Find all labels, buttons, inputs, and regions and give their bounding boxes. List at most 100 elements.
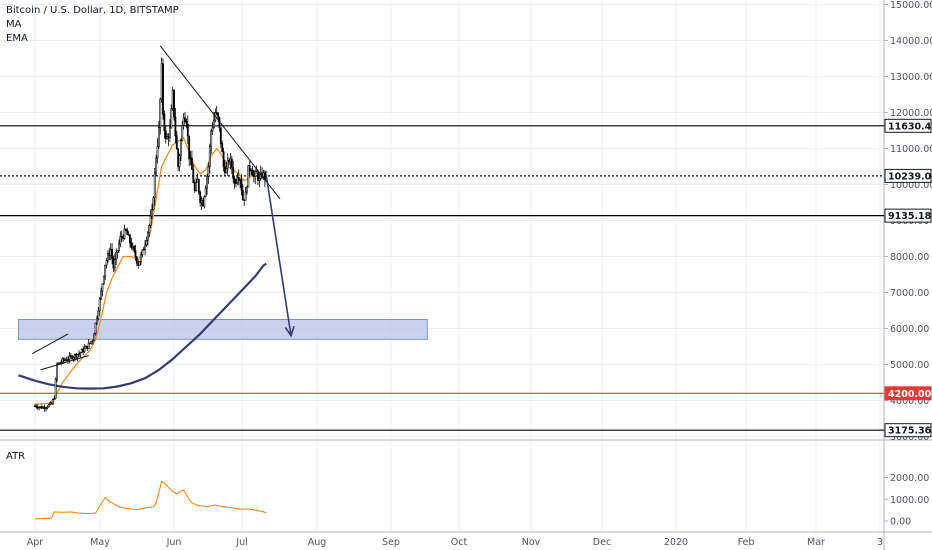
- candle: [123, 224, 126, 240]
- level-label-box: [884, 168, 932, 183]
- candle-body: [178, 155, 181, 168]
- candle-body: [91, 340, 94, 342]
- candle-body: [93, 333, 96, 341]
- candle: [225, 161, 228, 174]
- candle: [215, 105, 218, 116]
- candle-body: [68, 355, 71, 360]
- candle: [171, 86, 174, 112]
- candle-body: [54, 378, 57, 399]
- candle: [108, 247, 111, 261]
- candle: [56, 362, 58, 383]
- candle-body: [145, 240, 148, 246]
- candle-body: [211, 127, 214, 132]
- candle: [76, 354, 79, 362]
- candle-body: [248, 165, 251, 172]
- candle-body: [181, 124, 184, 141]
- time-tick-label: Dec: [593, 537, 611, 548]
- candle: [149, 209, 152, 229]
- candle-body: [144, 244, 147, 250]
- candle-body: [208, 146, 211, 168]
- time-tick-label: Apr: [27, 537, 44, 548]
- candle-body: [239, 179, 241, 181]
- price-tick-label: 11000.00: [890, 144, 932, 155]
- candle: [105, 258, 108, 269]
- horizontal-levels-layer: [0, 125, 884, 431]
- support-zone: [17, 319, 428, 340]
- candle: [226, 153, 229, 177]
- candle: [175, 130, 178, 150]
- candle: [69, 353, 72, 359]
- candle-body: [43, 407, 46, 409]
- candle: [162, 58, 164, 120]
- candle: [151, 203, 153, 220]
- candle-body: [152, 197, 155, 210]
- candle: [138, 261, 141, 266]
- candle: [243, 199, 246, 207]
- candle-body: [236, 177, 239, 184]
- price-axis[interactable]: 3000.00 4000.00 5000.00 6000.00 7000.00 8000.…: [884, 0, 932, 443]
- time-tick-label: Jun: [166, 537, 182, 548]
- candle: [202, 197, 204, 207]
- candle: [74, 353, 76, 362]
- candle: [203, 195, 206, 209]
- candle: [250, 167, 253, 175]
- candle: [137, 260, 140, 269]
- candle-body: [82, 349, 85, 353]
- candle: [257, 169, 259, 185]
- candle-body: [203, 196, 206, 207]
- candle: [122, 234, 124, 242]
- candle: [219, 127, 222, 148]
- level-label-box: [884, 423, 932, 438]
- symbol-title[interactable]: Bitcoin / U.S. Dollar, 1D, BITSTAMP: [6, 5, 179, 16]
- candle: [109, 243, 112, 261]
- time-tick-label: Oct: [451, 537, 468, 548]
- price-tick-label: 10000.00: [890, 180, 932, 191]
- price-tick-label: 5000.00: [890, 360, 929, 371]
- candle-body: [140, 254, 142, 262]
- candle: [240, 173, 243, 196]
- candle-body: [49, 402, 52, 406]
- candle-body: [38, 406, 41, 409]
- candle: [232, 160, 235, 184]
- candle-body: [244, 191, 247, 201]
- candle: [244, 186, 247, 201]
- candle-body: [141, 249, 144, 256]
- candle: [180, 138, 182, 162]
- candle: [120, 230, 123, 243]
- candle: [173, 89, 175, 121]
- candle: [45, 406, 47, 412]
- candle: [148, 223, 151, 238]
- candle-body: [72, 357, 75, 360]
- candle: [83, 344, 86, 353]
- candle: [131, 242, 134, 251]
- level-label-4: 3175.36: [888, 426, 932, 437]
- series-ma-line: [18, 262, 267, 390]
- candle-body: [71, 355, 74, 360]
- candle: [38, 406, 41, 411]
- legend-ema[interactable]: EMA: [6, 33, 28, 44]
- legend-ma[interactable]: MA: [6, 19, 22, 30]
- candle-body: [200, 200, 203, 204]
- candle-body: [138, 261, 141, 266]
- candle-body: [171, 89, 174, 109]
- candle: [35, 404, 38, 409]
- candle: [126, 227, 129, 235]
- candle: [39, 406, 42, 409]
- candle: [200, 196, 203, 211]
- candle-body: [39, 406, 42, 408]
- candle: [185, 118, 188, 129]
- time-tick-label: Mar: [807, 537, 825, 548]
- price-tick-label: 4000.00: [890, 396, 929, 407]
- atr-label[interactable]: ATR: [6, 451, 26, 462]
- candle-body: [217, 112, 219, 118]
- candle-body: [175, 135, 178, 150]
- time-axis[interactable]: Apr May Jun Jul Aug Sep Oct Nov Dec 2020 Feb Mar 3: [27, 537, 883, 548]
- candle: [197, 178, 200, 195]
- candle: [235, 179, 237, 187]
- candle-body: [65, 359, 68, 362]
- candle-body: [243, 199, 246, 201]
- candle: [229, 153, 232, 170]
- candle-body: [215, 112, 218, 114]
- candle-body: [67, 359, 69, 361]
